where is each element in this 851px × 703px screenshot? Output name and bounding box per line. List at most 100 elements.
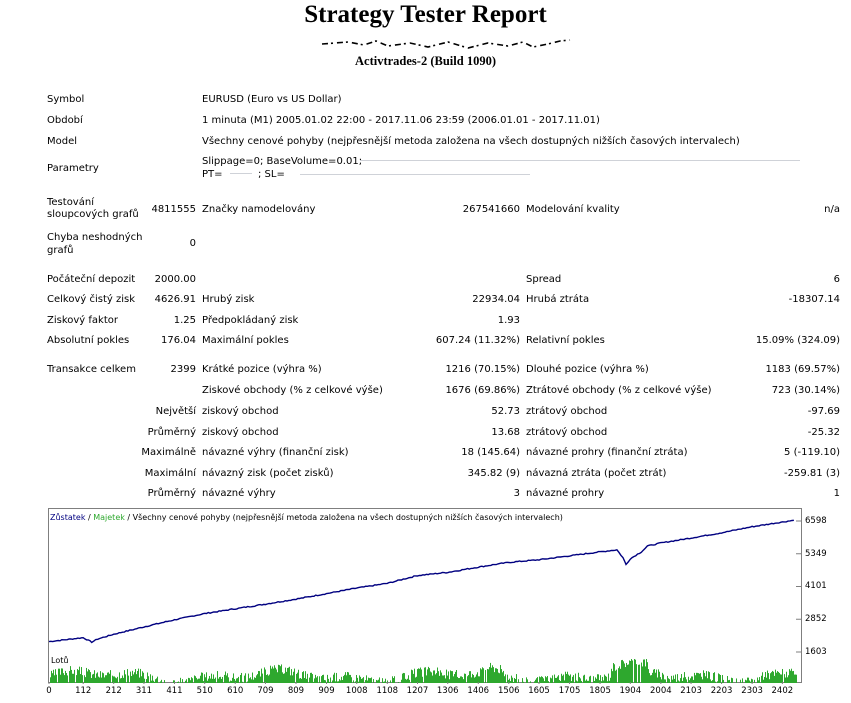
- lots-bar: [449, 679, 450, 683]
- legend-balance: Zůstatek: [50, 513, 86, 522]
- lots-bar: [623, 661, 624, 683]
- lots-bar: [650, 675, 651, 683]
- lots-bar: [311, 672, 312, 683]
- lots-bar: [602, 676, 603, 683]
- lots-bar: [669, 679, 670, 683]
- lots-bar: [773, 671, 774, 683]
- legend-equity: Majetek: [93, 513, 125, 522]
- lots-bar: [405, 678, 406, 683]
- lots-bar: [444, 675, 445, 683]
- lots-bar: [548, 681, 549, 683]
- lots-bar: [161, 679, 162, 683]
- lots-bar: [82, 675, 83, 683]
- lots-bar: [72, 673, 73, 683]
- average-consecutive-losses-label: návazné prohry: [526, 488, 605, 499]
- lots-bar: [748, 677, 749, 683]
- lots-bar: [81, 667, 82, 683]
- lots-bar: [493, 667, 494, 683]
- lots-bar: [347, 671, 348, 683]
- lots-bar: [697, 672, 698, 683]
- lots-bar: [696, 672, 697, 683]
- lots-bar: [740, 679, 741, 683]
- lots-bar: [349, 674, 350, 683]
- lots-bar: [310, 672, 311, 683]
- lots-bar: [147, 672, 148, 683]
- lots-bar: [150, 674, 151, 683]
- absolute-drawdown-value: 176.04: [161, 335, 196, 346]
- average-loss-label: ztrátový obchod: [526, 427, 608, 438]
- lots-bar: [262, 673, 263, 683]
- lots-bar: [651, 675, 652, 683]
- lots-bar: [530, 681, 531, 683]
- lots-bar: [222, 676, 223, 683]
- lots-bar: [403, 672, 404, 683]
- lots-bar: [684, 672, 685, 683]
- lots-bar: [462, 677, 463, 683]
- lots-bar: [566, 673, 567, 683]
- lots-bar: [509, 678, 510, 683]
- bars-label-2: sloupcových grafů: [47, 209, 139, 220]
- lots-bar: [583, 675, 584, 683]
- lots-bar: [266, 674, 267, 683]
- lots-bar: [458, 678, 459, 683]
- lots-bar: [245, 673, 246, 683]
- lots-bar: [492, 665, 493, 683]
- lots-bar: [779, 672, 780, 683]
- lots-bar: [348, 672, 349, 683]
- lots-bar: [557, 676, 558, 683]
- lots-bar: [781, 674, 782, 683]
- lots-bar: [722, 675, 723, 683]
- lots-bar: [624, 663, 625, 683]
- lots-bar: [54, 675, 55, 683]
- lots-bar: [393, 678, 394, 683]
- period-value: 1 minuta (M1) 2005.01.02 22:00 - 2017.11…: [202, 115, 600, 126]
- lots-bar: [652, 672, 653, 683]
- lots-bar: [690, 678, 691, 683]
- lots-bar: [644, 659, 645, 683]
- lots-bar: [119, 672, 120, 683]
- lots-bar: [108, 672, 109, 683]
- lots-bar: [567, 671, 568, 683]
- mismatch-label-2: grafů: [47, 245, 74, 256]
- lots-bar: [189, 678, 190, 683]
- lots-bar: [315, 674, 316, 683]
- lots-bar: [278, 664, 279, 683]
- lots-bar: [113, 676, 114, 683]
- lots-bar: [340, 680, 341, 683]
- lots-bar: [132, 670, 133, 683]
- lots-bar: [658, 669, 659, 683]
- spread-value: 6: [833, 274, 840, 285]
- lots-bar: [704, 672, 705, 683]
- lots-bar: [197, 679, 198, 683]
- lots-bar: [210, 678, 211, 683]
- lots-bar: [745, 679, 746, 683]
- lots-bar: [343, 676, 344, 683]
- lots-bar: [759, 677, 760, 683]
- lots-bar: [682, 680, 683, 683]
- lots-bar: [719, 674, 720, 683]
- lots-bar: [584, 674, 585, 683]
- lots-bar: [439, 675, 440, 683]
- params-line1: Slippage=0; BaseVolume=0.01;: [202, 156, 363, 167]
- lots-bar: [595, 677, 596, 683]
- lots-bar: [706, 671, 707, 683]
- lots-bar: [788, 675, 789, 683]
- lots-bar: [206, 672, 207, 683]
- lots-bar: [766, 677, 767, 683]
- lots-bar: [199, 678, 200, 683]
- lots-bar: [491, 667, 492, 683]
- x-tick-label: 2004: [650, 686, 672, 696]
- x-tick-label: 709: [257, 686, 274, 696]
- lots-bar: [436, 673, 437, 683]
- lots-bar: [221, 678, 222, 683]
- lots-bar: [153, 680, 154, 683]
- lots-bar: [469, 671, 470, 683]
- lots-bar: [495, 668, 496, 683]
- lots-bar: [247, 681, 248, 683]
- lots-bar: [319, 676, 320, 683]
- lots-bar: [78, 670, 79, 683]
- lots-bar: [459, 678, 460, 683]
- balance-chart-plot: [48, 519, 801, 653]
- lots-bar: [251, 679, 252, 683]
- lots-bar: [504, 676, 505, 683]
